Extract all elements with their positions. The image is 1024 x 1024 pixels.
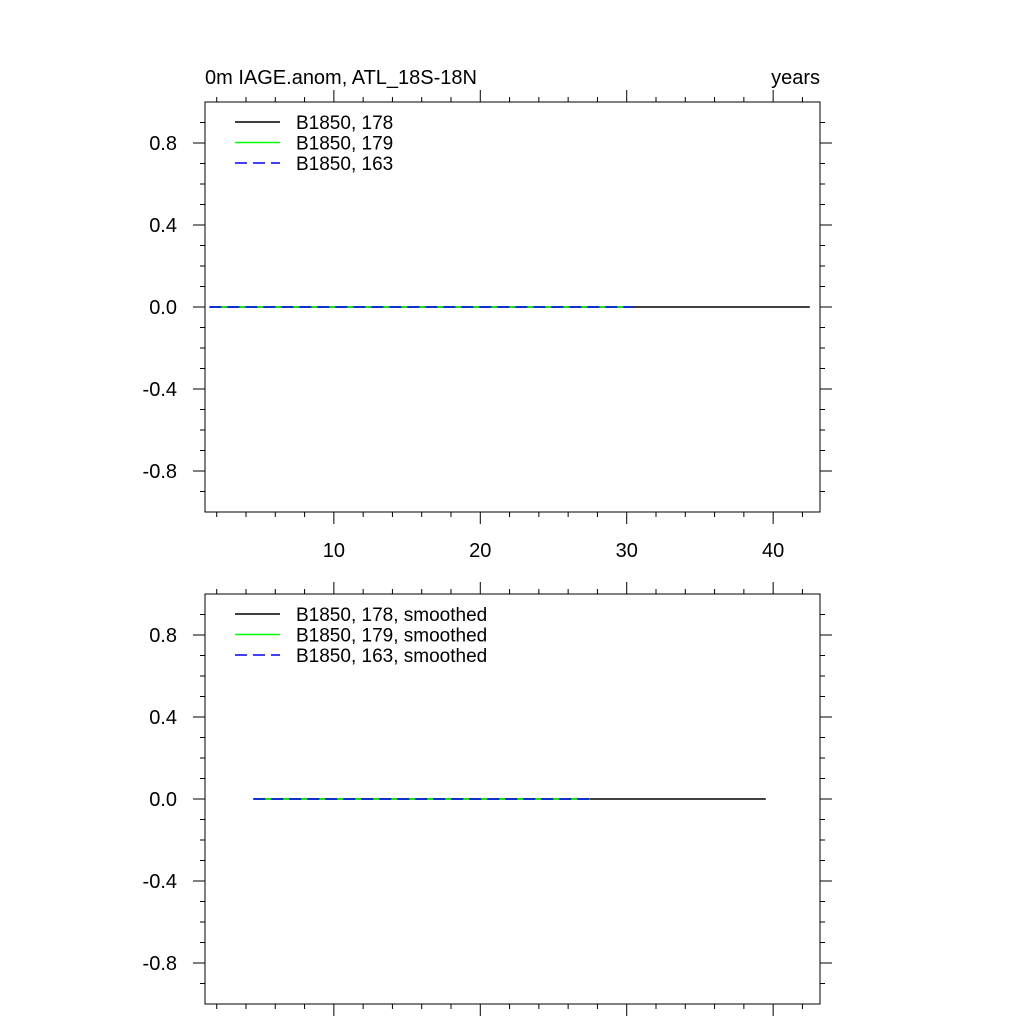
x-tick-label: 40 xyxy=(762,540,784,562)
legend-label: B1850, 179, smoothed xyxy=(296,626,487,647)
y-tick-label: -0.4 xyxy=(143,871,177,893)
legend-label: B1850, 163, smoothed xyxy=(296,646,487,667)
x-tick-label: 20 xyxy=(469,540,491,562)
y-tick-label: -0.8 xyxy=(143,461,177,483)
y-tick-label: 0.0 xyxy=(149,297,177,319)
y-tick-label: 0.4 xyxy=(149,707,177,729)
x-tick-label: 10 xyxy=(323,540,345,562)
legend-label: B1850, 179 xyxy=(296,134,393,155)
chart-panel-1: 10 20 30 40 0.8 0.4 0.0 -0.4 -0.8 0m IAGE.anom, A… xyxy=(143,67,832,562)
y-tick-label: 0.0 xyxy=(149,789,177,811)
x-tick-label: 30 xyxy=(616,540,638,562)
legend-label: B1850, 163 xyxy=(296,154,393,175)
y-tick-label: -0.8 xyxy=(143,953,177,975)
chart-title-left: 0m IAGE.anom, ATL_18S-18N xyxy=(205,67,477,89)
y-tick-label: 0.8 xyxy=(149,625,177,647)
legend-label: B1850, 178 xyxy=(296,113,393,134)
y-tick-label: -0.4 xyxy=(143,379,177,401)
y-tick-label: 0.4 xyxy=(149,215,177,237)
y-tick-label: 0.8 xyxy=(149,133,177,155)
chart-title-right: years xyxy=(771,67,820,89)
legend-label: B1850, 178, smoothed xyxy=(296,605,487,626)
